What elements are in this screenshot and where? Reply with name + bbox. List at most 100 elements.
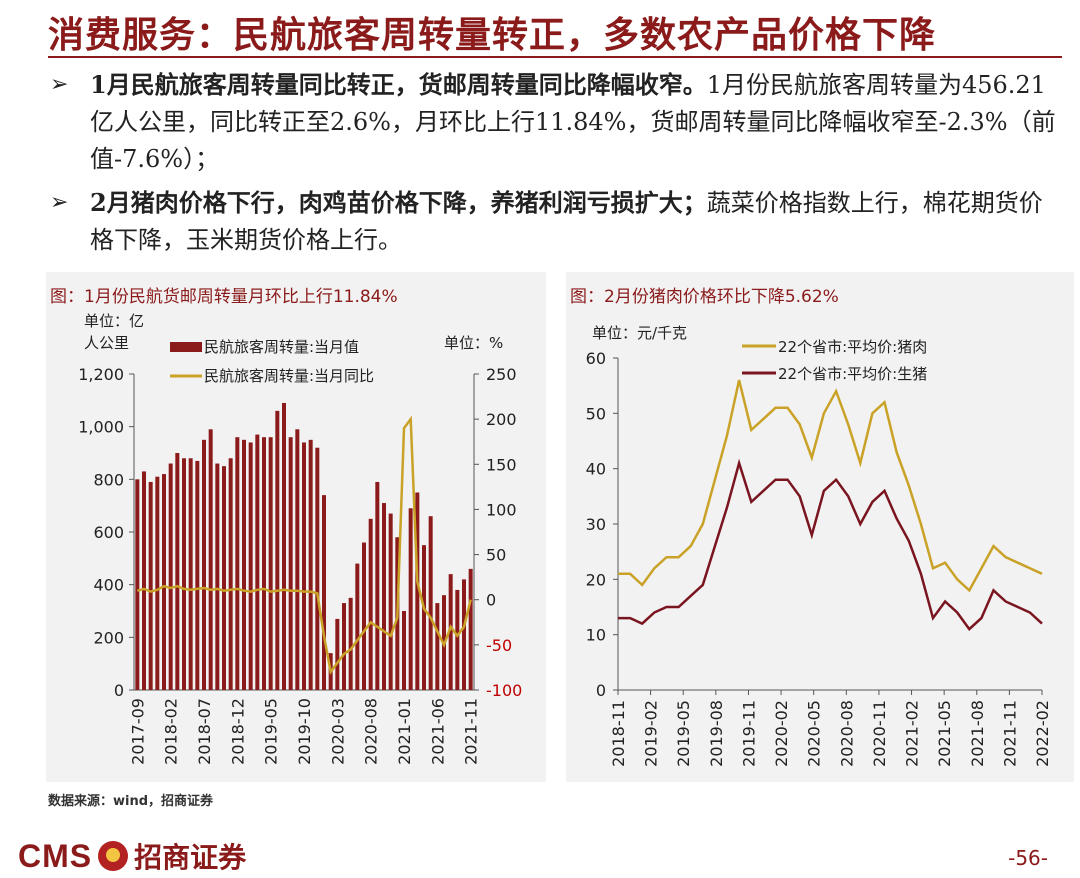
x-tick-label: 2020-08	[837, 700, 856, 767]
y-left-unit: 单位：亿	[84, 312, 144, 330]
bar	[408, 508, 413, 690]
bar	[275, 410, 280, 690]
x-tick-label: 2019-08	[707, 700, 726, 767]
bar	[188, 458, 193, 690]
bar	[288, 437, 293, 690]
y-left-unit-cont: 人公里	[84, 334, 129, 352]
bar	[215, 463, 220, 690]
bar	[315, 447, 320, 690]
x-tick-label: 2020-08	[362, 698, 381, 765]
page-title: 消费服务：民航旅客周转量转正，多数农产品价格下降	[48, 14, 937, 56]
bar	[375, 481, 380, 690]
page-number: -56-	[1008, 846, 1048, 870]
bar	[182, 458, 186, 690]
y-right-tick-label: 100	[486, 500, 517, 519]
y-left-tick-label: 200	[93, 628, 124, 647]
y-tick-label: 30	[586, 515, 606, 534]
bar	[268, 437, 273, 690]
bar	[168, 463, 173, 690]
y-right-tick-label: 50	[486, 546, 506, 565]
legend-label: 22个省市:平均价:生猪	[778, 365, 927, 383]
bar	[348, 597, 353, 690]
y-right-tick-label: 150	[486, 455, 517, 474]
bar	[428, 516, 433, 690]
y-left-tick-label: 1,200	[78, 365, 124, 384]
x-tick-label: 2018-07	[195, 698, 214, 765]
bullet-item: ➢ 2月猪肉价格下行，肉鸡苗价格下降，养猪利润亏损扩大；蔬菜价格指数上行，棉花期…	[50, 184, 1060, 259]
x-tick-label: 2018-11	[609, 700, 628, 767]
bar	[242, 439, 246, 690]
y-tick-label: 60	[586, 349, 606, 368]
x-tick-label: 2019-10	[295, 698, 314, 765]
x-tick-label: 2019-11	[739, 700, 758, 767]
bar	[162, 474, 166, 690]
bar	[255, 434, 260, 690]
bar	[455, 589, 460, 690]
x-tick-label: 2021-06	[428, 698, 447, 765]
bar	[302, 442, 306, 690]
x-tick-label: 2020-02	[772, 700, 791, 767]
chart-title: 图：2月份猪肉价格环比下降5.62%	[570, 287, 839, 307]
bullet-bold-text: 2月猪肉价格下行，肉鸡苗价格下降，养猪利润亏损扩大；	[90, 188, 707, 217]
title-divider	[48, 56, 1062, 58]
y-tick-label: 10	[586, 626, 606, 645]
company-logo: CMS 招商证券	[18, 836, 246, 876]
bar	[448, 574, 453, 690]
y-right-tick-label: 200	[486, 410, 517, 429]
bar	[368, 518, 373, 690]
bar	[135, 479, 140, 690]
bar	[228, 458, 233, 690]
y-left-tick-label: 0	[114, 681, 124, 700]
legend-swatch	[170, 342, 202, 352]
data-source: 数据来源：wind，招商证券	[48, 794, 214, 809]
y-tick-label: 40	[586, 460, 606, 479]
bar	[342, 603, 346, 690]
arrow-bullet-icon: ➢	[50, 72, 69, 97]
x-tick-label: 2020-11	[870, 700, 889, 767]
x-tick-label: 2020-03	[328, 698, 347, 765]
logo-text-cn: 招商证券	[134, 841, 247, 874]
bar	[355, 563, 360, 690]
x-tick-label: 2021-11	[462, 698, 481, 765]
arrow-bullet-icon: ➢	[50, 190, 69, 215]
series-line	[136, 415, 472, 675]
bar	[415, 492, 420, 690]
y-right-tick-label: -100	[486, 681, 522, 700]
y-right-tick-label: 250	[486, 365, 517, 384]
x-tick-label: 2018-12	[228, 698, 247, 765]
logo-text-en: CMS	[18, 837, 93, 874]
bar	[195, 460, 200, 690]
bar	[235, 437, 240, 690]
bullet-text: 蔬菜价格指数上行，棉花期货价格下降，玉米期货价格上行。	[90, 189, 1043, 254]
y-right-tick-label: -50	[486, 636, 512, 655]
x-tick-label: 2019-05	[262, 698, 281, 765]
bullet-bold-text: 1月民航旅客周转量同比转正，货邮周转量同比降幅收窄。	[90, 70, 707, 99]
bar	[142, 471, 146, 690]
legend-label: 民航旅客周转量:当月值	[204, 338, 359, 356]
x-tick-label: 2021-11	[1000, 700, 1019, 767]
x-tick-label: 2018-02	[162, 698, 181, 765]
y-tick-label: 50	[586, 404, 606, 423]
bar	[468, 568, 473, 690]
x-tick-label: 2021-05	[935, 700, 954, 767]
bar	[382, 503, 386, 690]
bullet-text: 1月份民航旅客周转量为456.21亿人公里，同比转正至2.6%，月环比上行11.…	[90, 71, 1056, 173]
x-tick-label: 2017-09	[128, 698, 147, 765]
x-tick-label: 2021-01	[395, 698, 414, 765]
bar	[322, 495, 326, 690]
pork-price-chart: 单位：元/千克 22个省市:平均价:猪肉 22个省市:平均价:生猪 0 10 20 30 40…	[586, 324, 1052, 767]
x-tick-label: 2021-08	[968, 700, 987, 767]
legend-label: 民航旅客周转量:当月同比	[204, 367, 374, 385]
x-tick-label: 2019-05	[674, 700, 693, 767]
y-left-tick-label: 400	[93, 576, 124, 595]
legend-label: 22个省市:平均价:猪肉	[778, 338, 927, 356]
y-left-tick-label: 1,000	[78, 418, 124, 437]
bar	[208, 429, 213, 690]
series-line	[618, 379, 1043, 593]
bullet-item: ➢ 1月民航旅客周转量同比转正，货邮周转量同比降幅收窄。1月份民航旅客周转量为4…	[50, 66, 1060, 178]
bar	[148, 481, 153, 690]
series-line	[618, 458, 1043, 631]
bar	[155, 476, 160, 690]
bullet-list: ➢ 1月民航旅客周转量同比转正，货邮周转量同比降幅收窄。1月份民航旅客周转量为4…	[50, 66, 1060, 265]
x-tick-label: 2022-02	[1033, 700, 1052, 767]
